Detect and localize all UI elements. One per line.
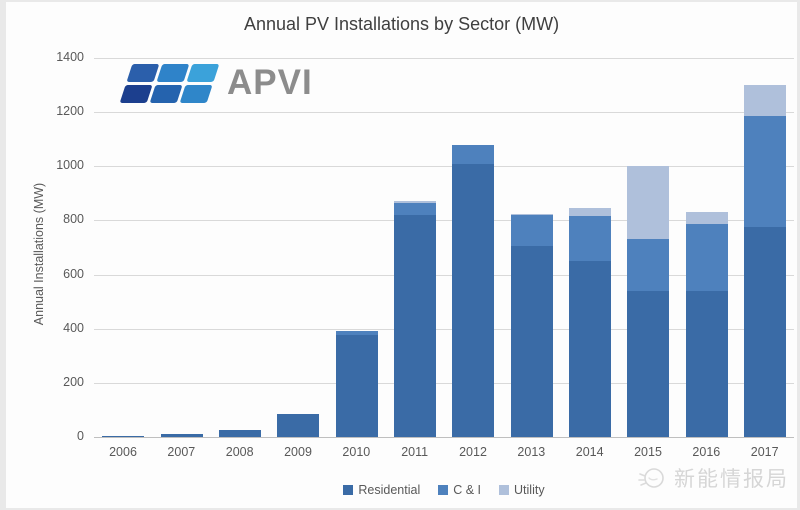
y-tick-400: 400 <box>63 320 84 335</box>
bar-2016-ci <box>685 224 728 291</box>
bar-2017-utility <box>743 85 786 117</box>
gridline-200 <box>94 382 794 384</box>
bar-2007-residential <box>160 434 203 437</box>
legend-swatch-icon <box>438 485 449 495</box>
x-label-2015: 2015 <box>634 445 662 459</box>
legend-item-residential: Residential <box>343 483 420 497</box>
watermark-sun-doodle-icon <box>638 468 664 488</box>
x-label-2012: 2012 <box>459 445 487 459</box>
x-label-2007: 2007 <box>167 445 196 459</box>
y-tick-200: 200 <box>63 374 84 389</box>
bar-2016-utility <box>685 212 728 225</box>
x-label-2014: 2014 <box>575 445 604 459</box>
legend-swatch-icon <box>343 485 354 495</box>
x-label-2006: 2006 <box>109 445 137 459</box>
bar-2017-ci <box>743 116 786 228</box>
x-label-2009: 2009 <box>284 445 312 459</box>
bar-2015-ci <box>627 239 670 291</box>
bar-2016-residential <box>685 290 728 437</box>
chart-frame: Annual PV Installations by Sector (MW) A… <box>6 2 797 508</box>
bar-2013-utility <box>510 213 553 215</box>
legend-item-utility: Utility <box>499 483 545 497</box>
gridline-1200 <box>94 112 794 114</box>
x-label-2016: 2016 <box>692 445 721 459</box>
x-label-2011: 2011 <box>401 445 429 459</box>
gridline-400 <box>94 328 794 330</box>
y-tick-1400: 1400 <box>56 50 84 64</box>
gridline-800 <box>94 220 794 222</box>
x-axis-line <box>94 437 794 438</box>
legend-swatch-icon <box>499 485 510 495</box>
y-tick-0: 0 <box>77 429 84 443</box>
legend-label: C & I <box>453 483 482 497</box>
bar-2014-utility <box>568 208 611 217</box>
bar-2014-ci <box>568 216 611 262</box>
apvi-logo-text: APVI <box>227 63 313 102</box>
bar-2014-residential <box>568 261 611 437</box>
bar-2017-residential <box>743 227 786 437</box>
bar-2015-utility <box>627 166 670 240</box>
apvi-logo: APVI <box>116 60 313 106</box>
bar-2012-ci <box>452 144 495 164</box>
legend-label: Utility <box>514 483 545 497</box>
plot-area <box>94 58 794 438</box>
bar-2008-residential <box>218 430 261 437</box>
bar-2006-residential <box>102 436 145 437</box>
bar-2011-utility <box>393 201 436 203</box>
bar-2011-ci <box>393 202 436 215</box>
gridline-600 <box>94 274 794 276</box>
y-tick-1000: 1000 <box>56 158 84 173</box>
chart-legend: Residential C & I Utility <box>94 483 794 497</box>
watermark: 新能情报局 <box>636 462 789 494</box>
bar-2010-ci <box>335 331 378 336</box>
chart-title: Annual PV Installations by Sector (MW) <box>243 14 560 34</box>
x-label-2008: 2008 <box>225 445 254 459</box>
bar-2013-ci <box>510 215 553 247</box>
x-label-2017: 2017 <box>750 445 779 459</box>
bar-2015-residential <box>627 290 670 437</box>
bar-2012-residential <box>452 163 495 437</box>
bar-2009-residential <box>277 413 320 437</box>
bar-2011-residential <box>393 215 436 437</box>
legend-item-ci: C & I <box>438 483 481 497</box>
y-tick-1200: 1200 <box>56 104 84 119</box>
x-label-2013: 2013 <box>517 445 546 459</box>
y-tick-600: 600 <box>63 266 84 281</box>
legend-label: Residential <box>358 483 421 497</box>
bar-2013-residential <box>510 246 553 437</box>
y-tick-800: 800 <box>63 212 84 227</box>
watermark-text: 新能情报局 <box>674 468 789 491</box>
gridline-1400 <box>94 58 794 59</box>
x-label-2010: 2010 <box>342 445 371 459</box>
gridline-1000 <box>94 166 794 168</box>
bar-2010-residential <box>335 335 378 437</box>
